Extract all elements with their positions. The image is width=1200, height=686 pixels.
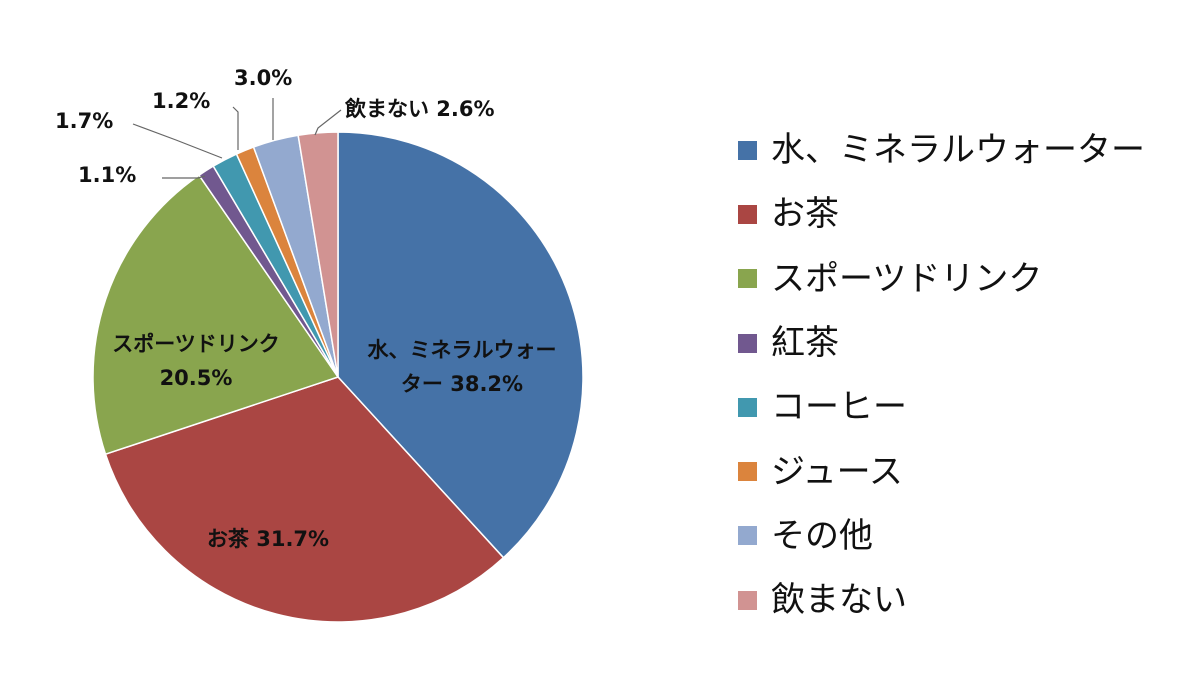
data-label: お茶 31.7% — [207, 527, 329, 551]
legend-label: その他 — [771, 515, 873, 556]
data-label-line: 水、ミネラルウォー — [368, 338, 557, 362]
data-label: 1.2% — [152, 89, 210, 113]
legend-swatch — [738, 590, 757, 610]
data-label-line: 1.1% — [78, 163, 136, 187]
legend-item: お茶 — [738, 182, 1145, 246]
legend-swatch — [738, 526, 757, 546]
legend-swatch — [738, 204, 757, 224]
legend-item: 飲まない — [738, 568, 1145, 632]
pie-slices — [92, 131, 584, 623]
data-label-line: 1.2% — [152, 89, 210, 113]
legend-label: ジュース — [771, 451, 903, 492]
data-label-line: 20.5% — [160, 366, 233, 390]
pie-slice — [92, 174, 340, 456]
legend-item: コーヒー — [738, 375, 1145, 439]
legend-swatch — [738, 397, 757, 417]
legend-item: その他 — [738, 504, 1145, 568]
pie-slice — [297, 131, 339, 378]
legend-item: 紅茶 — [738, 311, 1145, 375]
legend-label: お茶 — [771, 194, 839, 235]
legend-label: 飲まない — [771, 580, 907, 621]
data-label-line: 3.0% — [234, 66, 292, 90]
leader-line — [132, 123, 223, 159]
legend-swatch — [738, 269, 757, 289]
pie-slice — [337, 131, 584, 559]
data-label: 1.7% — [55, 109, 113, 133]
data-label: 飲まない 2.6% — [344, 97, 495, 121]
data-label-line: スポーツドリンク — [112, 332, 280, 356]
data-label-line: ター 38.2% — [401, 372, 523, 396]
legend-swatch — [738, 140, 757, 160]
leader-lines — [132, 98, 342, 179]
legend-label: 紅茶 — [771, 323, 839, 364]
data-label-line: お茶 31.7% — [207, 527, 329, 551]
leader-line — [232, 106, 239, 150]
legend-swatch — [738, 462, 757, 482]
pie-slice — [104, 376, 505, 623]
data-label: 水、ミネラルウォーター 38.2% — [368, 338, 557, 396]
data-label: 1.1% — [78, 163, 136, 187]
data-label: 3.0% — [234, 66, 292, 90]
legend-item: スポーツドリンク — [738, 247, 1145, 311]
data-label-line: 1.7% — [55, 109, 113, 133]
legend-item: ジュース — [738, 439, 1145, 503]
data-label: スポーツドリンク 20.5% — [112, 332, 280, 390]
leader-line — [162, 175, 206, 179]
legend: 水、ミネラルウォーター お茶スポーツドリンク 紅茶コーヒージュースその他飲まない — [738, 118, 1145, 632]
legend-label: コーヒー — [771, 387, 907, 428]
data-label-line: 飲まない 2.6% — [344, 97, 495, 121]
legend-swatch — [738, 333, 757, 353]
leader-line — [314, 109, 342, 136]
legend-label: スポーツドリンク — [771, 258, 1043, 299]
legend-label: 水、ミネラルウォーター — [771, 130, 1145, 171]
data-labels: 水、ミネラルウォーター 38.2% お茶 31.7% スポーツドリンク 20.5% 1.… — [55, 66, 557, 551]
legend-item: 水、ミネラルウォーター — [738, 118, 1145, 182]
